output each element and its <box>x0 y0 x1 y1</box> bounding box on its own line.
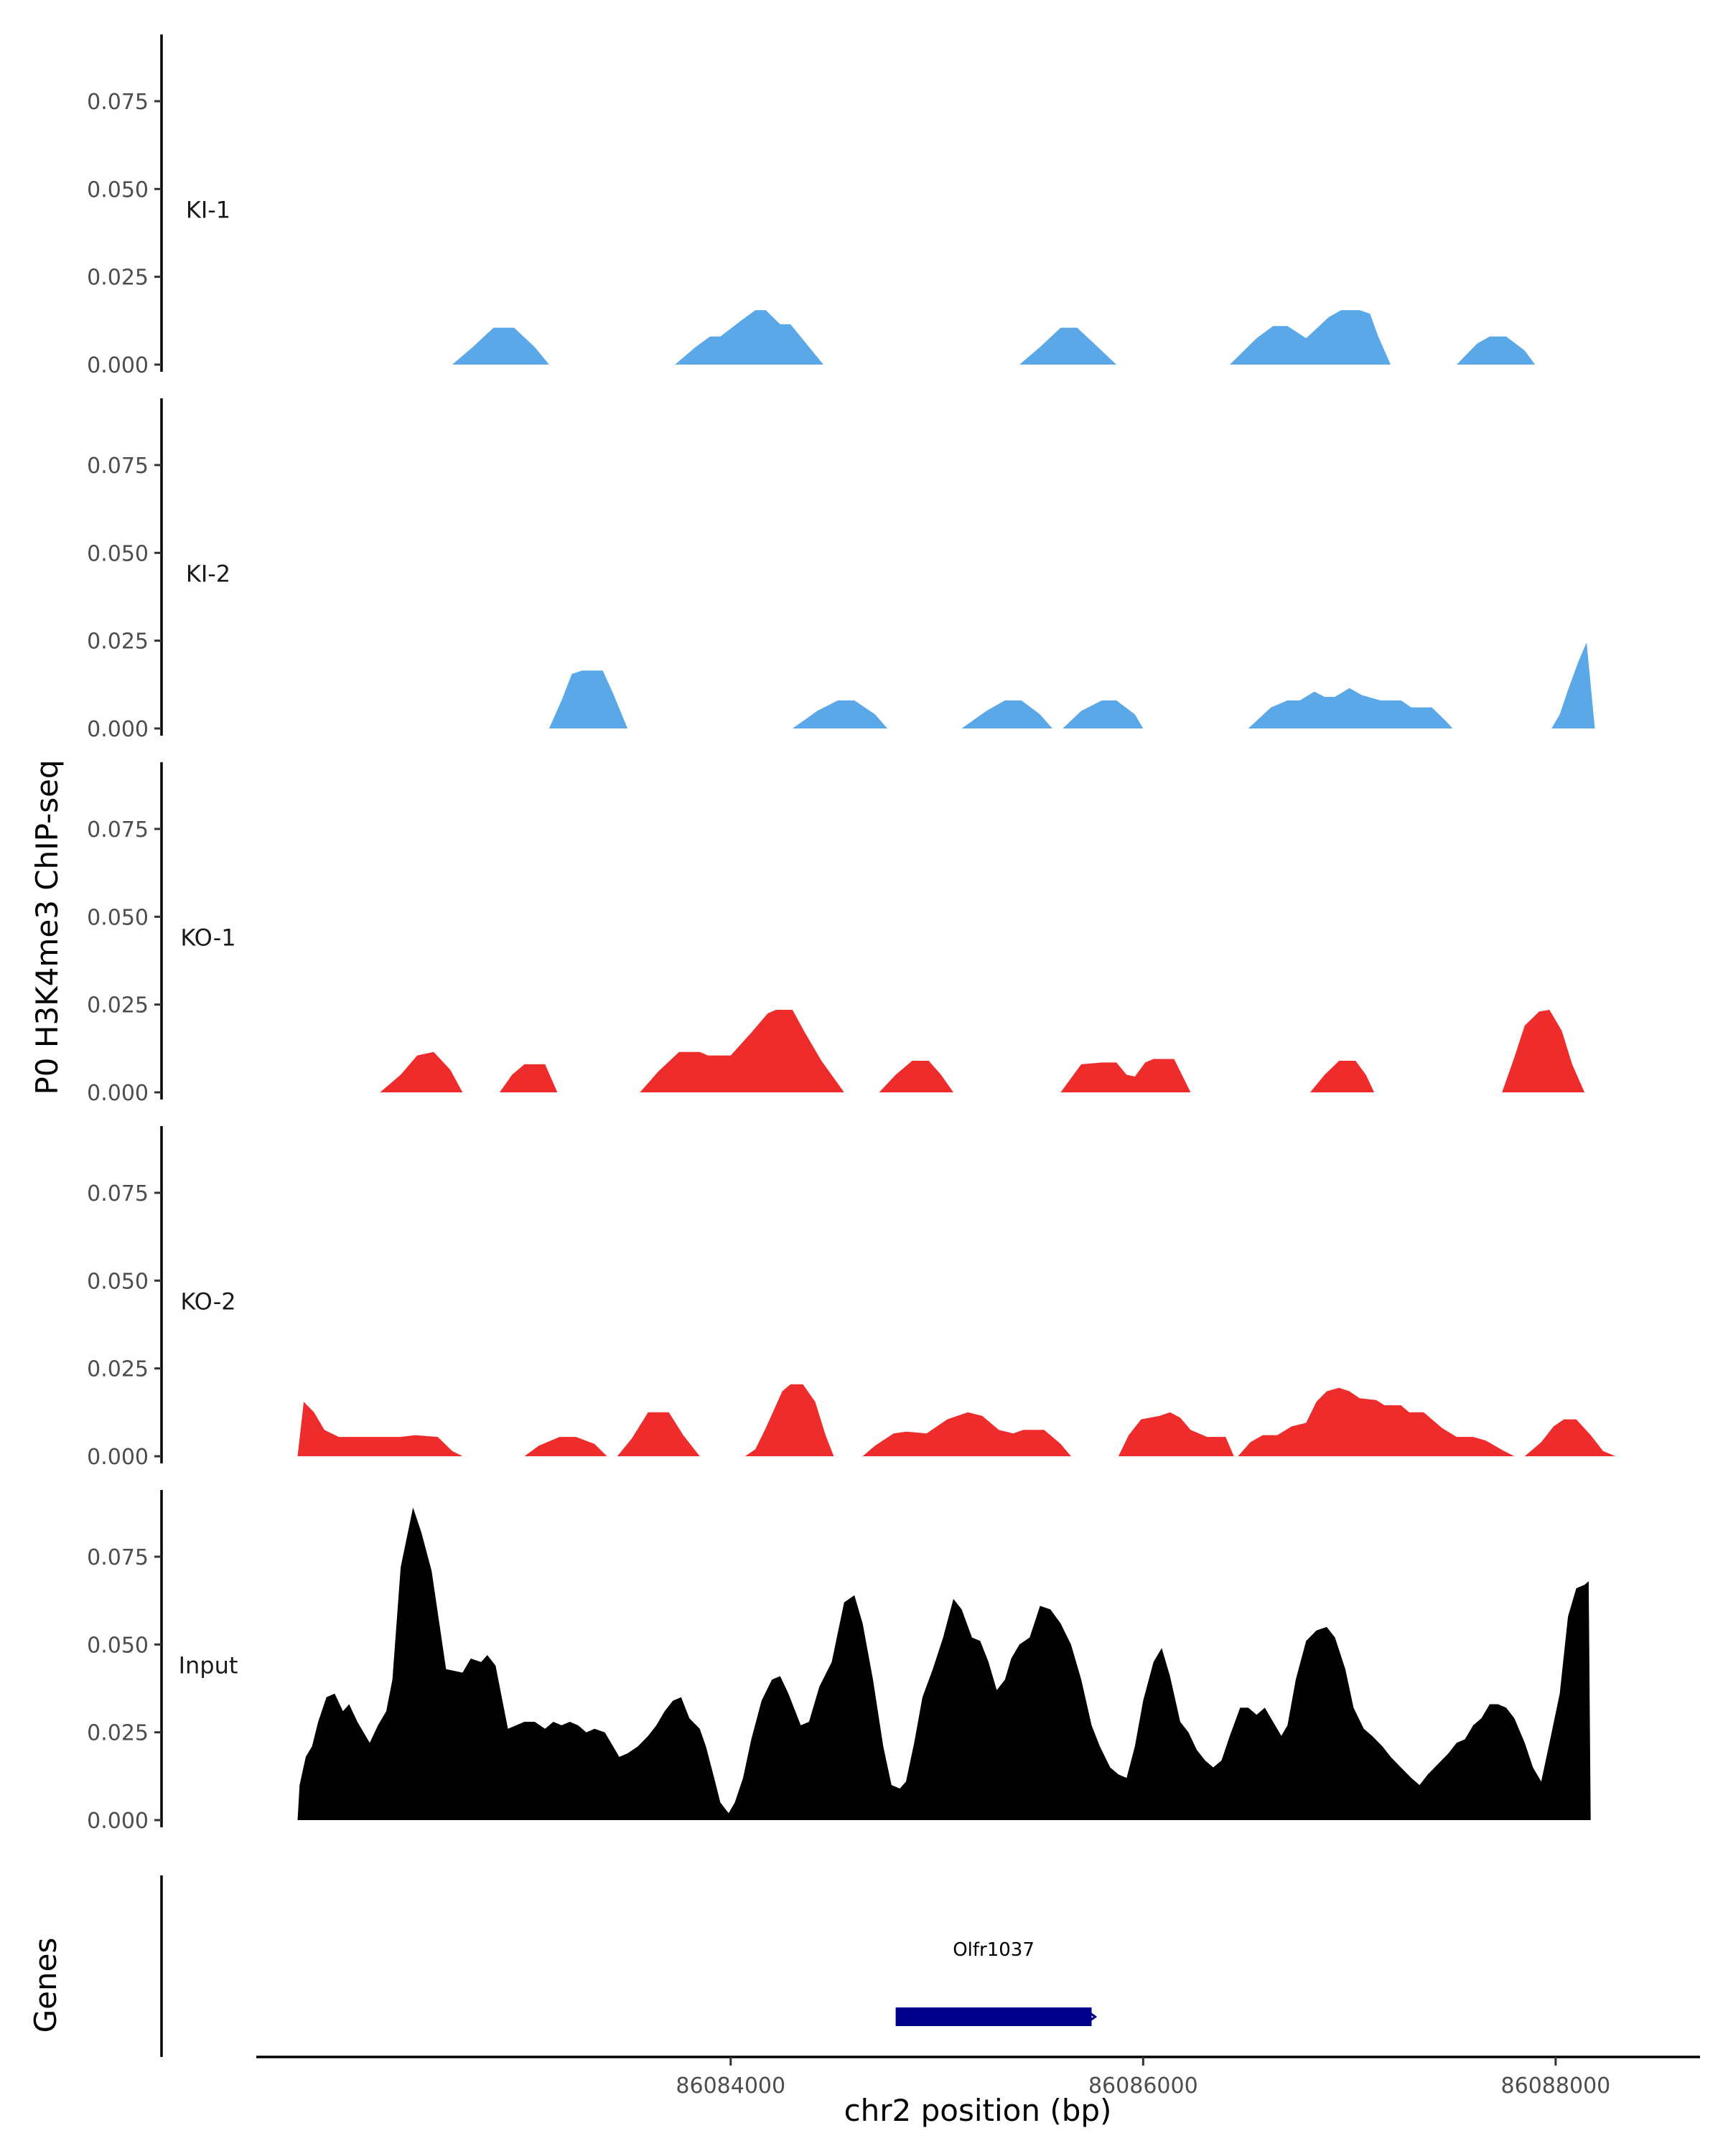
peak-ko-1-3 <box>640 1010 844 1092</box>
peak-ki-2-3 <box>961 700 1052 728</box>
peak-ko-1-1 <box>380 1051 463 1092</box>
y-tick-label-ki-1-2: 0.050 <box>87 177 149 202</box>
y-tick-label-ki-2-3: 0.075 <box>87 454 149 479</box>
peak-ki-1-2 <box>675 310 823 365</box>
gene-label-1: Olfr1037 <box>953 1939 1035 1961</box>
gene-strand-arrow-1 <box>1086 2010 1098 2024</box>
peak-input-1 <box>297 1507 1591 1820</box>
peak-ko-1-2 <box>500 1064 558 1092</box>
track-label-ki-2: KI-2 <box>186 561 230 588</box>
y-tick-label-ko-2-1: 0.025 <box>87 1357 149 1382</box>
peak-ki-1-5 <box>1457 336 1536 365</box>
peak-ko-2-8 <box>1524 1419 1616 1456</box>
peak-ki-2-4 <box>1063 700 1144 728</box>
tracks-layer: 0.0000.0250.0500.075KI-10.0000.0250.0500… <box>87 34 1616 1834</box>
track-ko-2: 0.000 0.025 0.050 0.075 KO-2 <box>87 1126 1616 1470</box>
track-input: 0.000 0.025 0.050 0.075 Input <box>87 1490 1591 1834</box>
y-tick-label-input-0: 0.000 <box>87 1809 149 1834</box>
peak-ko-2-7 <box>1238 1387 1515 1456</box>
peak-ko-1-6 <box>1310 1061 1375 1092</box>
y-tick-label-ki-1-3: 0.075 <box>87 90 149 115</box>
peak-ki-2-2 <box>792 700 888 728</box>
track-label-ki-1: KI-1 <box>186 197 230 224</box>
peak-ki-1-1 <box>452 327 549 365</box>
x-tick-label-2: 86088000 <box>1501 2073 1611 2099</box>
y-tick-label-ko-2-3: 0.075 <box>87 1181 149 1206</box>
y-tick-label-ko-2-2: 0.050 <box>87 1269 149 1294</box>
peak-ki-2-1 <box>548 670 628 728</box>
peak-ko-2-3 <box>617 1412 700 1456</box>
y-tick-label-ko-1-2: 0.050 <box>87 905 149 930</box>
genes-track: Genes Olfr1037 86084000 86086000 86088000 <box>28 1875 1700 2099</box>
track-ki-1: 0.000 0.025 0.050 0.075 KI-1 <box>87 34 1536 378</box>
y-tick-label-ki-2-2: 0.050 <box>87 541 149 566</box>
genes-title: Genes <box>28 1938 63 2033</box>
y-tick-label-ko-1-3: 0.075 <box>87 817 149 843</box>
peak-ki-2-5 <box>1248 688 1453 728</box>
peak-ki-1-3 <box>1019 327 1116 365</box>
y-tick-label-ki-1-0: 0.000 <box>87 353 149 378</box>
peak-ki-2-6 <box>1551 642 1595 728</box>
peak-ko-1-7 <box>1502 1010 1585 1092</box>
peak-ko-1-4 <box>879 1061 953 1092</box>
y-tick-label-ki-2-1: 0.025 <box>87 629 149 655</box>
y-tick-label-ki-2-0: 0.000 <box>87 717 149 742</box>
x-tick-label-0: 86084000 <box>676 2073 785 2099</box>
gene-body-1 <box>895 2007 1092 2026</box>
y-tick-label-ko-2-0: 0.000 <box>87 1445 149 1470</box>
peak-ko-2-2 <box>524 1437 607 1456</box>
y-tick-label-ko-1-0: 0.000 <box>87 1081 149 1106</box>
y-tick-label-input-2: 0.050 <box>87 1633 149 1658</box>
peak-ko-2-6 <box>1118 1412 1234 1456</box>
track-ko-1: 0.000 0.025 0.050 0.075 KO-1 <box>87 762 1585 1106</box>
peak-ko-2-1 <box>297 1402 463 1456</box>
track-label-ko-2: KO-2 <box>180 1288 235 1316</box>
x-tick-label-1: 86086000 <box>1088 2073 1198 2099</box>
peak-ko-2-4 <box>744 1384 834 1456</box>
y-axis-title: P0 H3K4me3 ChIP-seq <box>29 759 65 1095</box>
y-tick-label-ki-1-1: 0.025 <box>87 266 149 291</box>
peak-ko-1-5 <box>1060 1059 1191 1092</box>
y-tick-label-input-1: 0.025 <box>87 1721 149 1746</box>
peak-ki-1-4 <box>1230 310 1391 365</box>
track-label-input: Input <box>179 1652 238 1679</box>
peak-ko-2-5 <box>862 1412 1071 1456</box>
y-tick-label-ko-1-1: 0.025 <box>87 993 149 1018</box>
track-ki-2: 0.000 0.025 0.050 0.075 KI-2 <box>87 398 1595 742</box>
y-tick-label-input-3: 0.075 <box>87 1545 149 1570</box>
x-axis-title: chr2 position (bp) <box>844 2093 1112 2128</box>
track-label-ko-1: KO-1 <box>180 924 235 952</box>
